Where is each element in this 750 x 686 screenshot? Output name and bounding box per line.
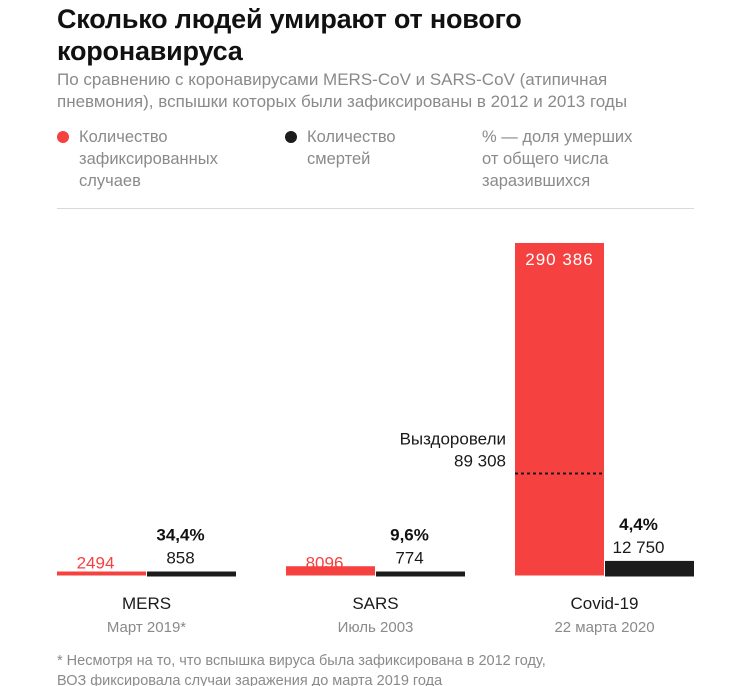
legend-item-cases: Количество зафиксированных случаев [57,126,218,192]
page-subtitle: По сравнению с коронавирусами MERS-CoV и… [57,70,628,111]
footnote: * Несмотря на то, что вспышка вируса был… [57,653,546,686]
label-percent-covid-19: 4,4% [619,515,658,534]
legend-item-percent: % — доля умерших от общего числа заразив… [482,126,632,192]
legend-label-percent: % — доля умерших от общего числа заразив… [482,128,633,190]
category-date-sars: Июль 2003 [338,619,414,636]
label-cases-mers: 2494 [77,554,115,573]
category-date-covid-19: 22 марта 2020 [554,619,654,636]
label-cases-covid-19: 290 386 [525,250,593,269]
legend-item-deaths: Количество смертей [285,126,396,170]
category-date-mers: Март 2019* [107,619,186,636]
category-label-covid-19: Covid-19 [570,594,638,613]
label-deaths-covid-19: 12 750 [613,538,665,557]
bar-deaths-sars [376,571,465,576]
bar-deaths-covid-19 [605,560,694,576]
recovered-value: 89 308 [454,452,506,471]
bar-cases-sars [286,566,375,576]
black-dot-icon [285,131,297,143]
bar-deaths-mers [147,571,236,576]
label-deaths-mers: 858 [166,549,194,568]
label-percent-sars: 9,6% [390,526,429,545]
label-cases-sars: 8096 [306,554,344,573]
recovered-label: Выздоровели [400,430,506,449]
red-dot-icon [57,131,69,143]
header-divider [57,208,694,209]
bar-cases-covid-19 [515,243,604,576]
label-deaths-sars: 774 [395,549,423,568]
category-label-sars: SARS [352,594,398,613]
bar-cases-mers [57,571,146,576]
legend-label-cases: Количество зафиксированных случаев [79,128,218,190]
category-label-mers: MERS [122,594,171,613]
page-title: Сколько людей умирают от нового коронави… [57,4,522,66]
legend-label-deaths: Количество смертей [307,128,396,168]
label-percent-mers: 34,4% [156,526,204,545]
